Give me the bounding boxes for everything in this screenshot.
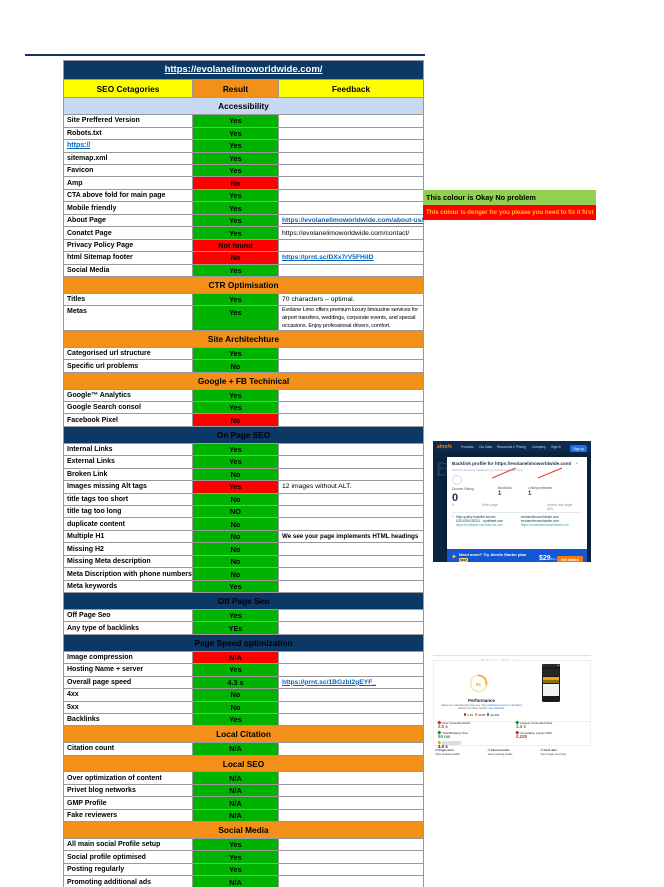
svg-text:81: 81 (476, 682, 482, 687)
